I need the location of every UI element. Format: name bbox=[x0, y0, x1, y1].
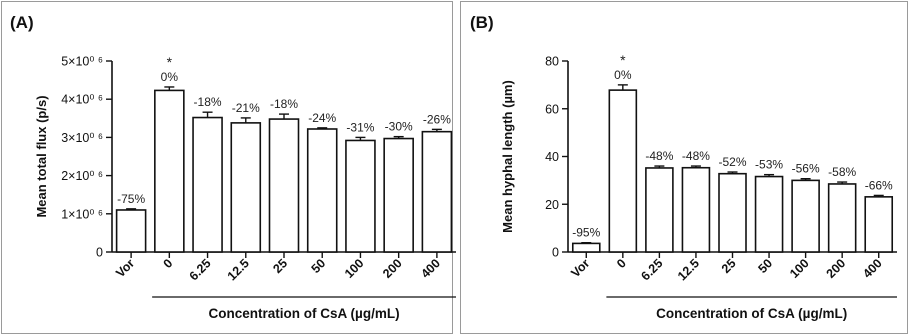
x-tick-label: 100 bbox=[342, 256, 367, 281]
percent-annotation: -58% bbox=[828, 165, 856, 179]
x-tick-label: Vor bbox=[113, 256, 137, 280]
panel-label: (B) bbox=[470, 13, 494, 32]
panel-a: (A) 0 1×10⁰ ⁶ 2×10⁰ ⁶ 3×10⁰ ⁶ 4×10⁰ ⁶ 5×10⁰ ⁶ M… bbox=[1, 1, 456, 334]
percent-annotation: -21% bbox=[232, 101, 260, 115]
y-axis-title: Mean hyphal length (µm) bbox=[500, 80, 515, 233]
percent-annotation: -56% bbox=[792, 162, 820, 176]
percent-annotation: -18% bbox=[194, 95, 222, 109]
x-axis-title: Concentration of CsA (µg/mL) bbox=[656, 306, 847, 321]
percent-annotation: -48% bbox=[645, 149, 673, 163]
percent-annotation: -52% bbox=[718, 155, 746, 169]
y-tick-label: 80 bbox=[545, 55, 559, 69]
x-tick-label: 0 bbox=[614, 256, 629, 271]
bar bbox=[608, 89, 638, 253]
bar bbox=[383, 137, 414, 253]
panel-b: (B) 0 20 40 60 80 Mean hyphal length (µm) Vor -9… bbox=[460, 1, 908, 334]
bar bbox=[421, 130, 453, 253]
bar bbox=[306, 128, 338, 253]
y-tick-label: 3×10⁰ ⁶ bbox=[61, 131, 103, 145]
y-tick-label: 20 bbox=[545, 198, 559, 212]
x-tick-label: 6.25 bbox=[187, 256, 214, 283]
y-tick-label: 2×10⁰ ⁶ bbox=[61, 169, 103, 183]
bar bbox=[192, 116, 223, 253]
y-axis-title: Mean total flux (p/s) bbox=[34, 95, 49, 217]
x-tick-label: 400 bbox=[418, 256, 443, 281]
x-tick-label: 200 bbox=[380, 256, 405, 281]
x-tick-label: 400 bbox=[860, 256, 885, 281]
y-tick-label: 5×10⁰ ⁶ bbox=[61, 55, 103, 69]
y-tick-label: 60 bbox=[545, 102, 559, 116]
percent-annotation: -31% bbox=[346, 120, 374, 134]
bar bbox=[718, 172, 747, 253]
percent-annotation: 0% bbox=[161, 70, 179, 84]
percent-annotation: -30% bbox=[385, 120, 413, 134]
x-tick-label: 6.25 bbox=[638, 256, 665, 283]
bar bbox=[791, 179, 820, 253]
percent-annotation: -18% bbox=[270, 97, 298, 111]
x-tick-label: 25 bbox=[270, 256, 290, 276]
y-tick-label: 0 bbox=[96, 246, 103, 260]
x-tick-label: 100 bbox=[787, 256, 812, 281]
percent-annotation: -66% bbox=[865, 178, 893, 192]
x-tick-label: 12.5 bbox=[675, 256, 702, 283]
y-tick-label: 0 bbox=[552, 246, 559, 260]
y-tick-label: 1×10⁰ ⁶ bbox=[61, 207, 103, 221]
bar bbox=[754, 175, 784, 253]
bar bbox=[864, 196, 894, 253]
x-tick-label: 0 bbox=[161, 256, 176, 271]
y-tick-label: 4×10⁰ ⁶ bbox=[61, 93, 103, 107]
bar bbox=[345, 139, 376, 253]
percent-annotation: -26% bbox=[423, 112, 451, 126]
x-axis-title: Concentration of CsA (µg/mL) bbox=[209, 306, 400, 321]
percent-annotation: 0% bbox=[614, 68, 632, 82]
significance-star: * bbox=[620, 52, 626, 68]
bar bbox=[115, 209, 147, 253]
percent-annotation: -75% bbox=[117, 192, 145, 206]
bar bbox=[827, 183, 857, 253]
bar bbox=[571, 242, 601, 253]
percent-annotation: -48% bbox=[682, 149, 710, 163]
percent-annotation: -95% bbox=[572, 226, 600, 240]
significance-star: * bbox=[167, 54, 173, 70]
percent-annotation: -24% bbox=[308, 111, 336, 125]
bar bbox=[645, 167, 674, 253]
bar bbox=[230, 122, 262, 253]
panel-label: (A) bbox=[10, 13, 34, 32]
percent-annotation: -53% bbox=[755, 158, 783, 172]
y-tick-label: 40 bbox=[545, 150, 559, 164]
x-tick-label: Vor bbox=[568, 256, 592, 280]
x-tick-label: 50 bbox=[755, 256, 775, 276]
x-tick-label: 25 bbox=[719, 256, 739, 276]
bar bbox=[154, 89, 185, 253]
x-tick-label: 50 bbox=[309, 256, 329, 276]
x-tick-label: 200 bbox=[824, 256, 849, 281]
x-tick-label: 12.5 bbox=[225, 256, 252, 283]
bar bbox=[681, 166, 711, 253]
bar bbox=[268, 118, 300, 253]
